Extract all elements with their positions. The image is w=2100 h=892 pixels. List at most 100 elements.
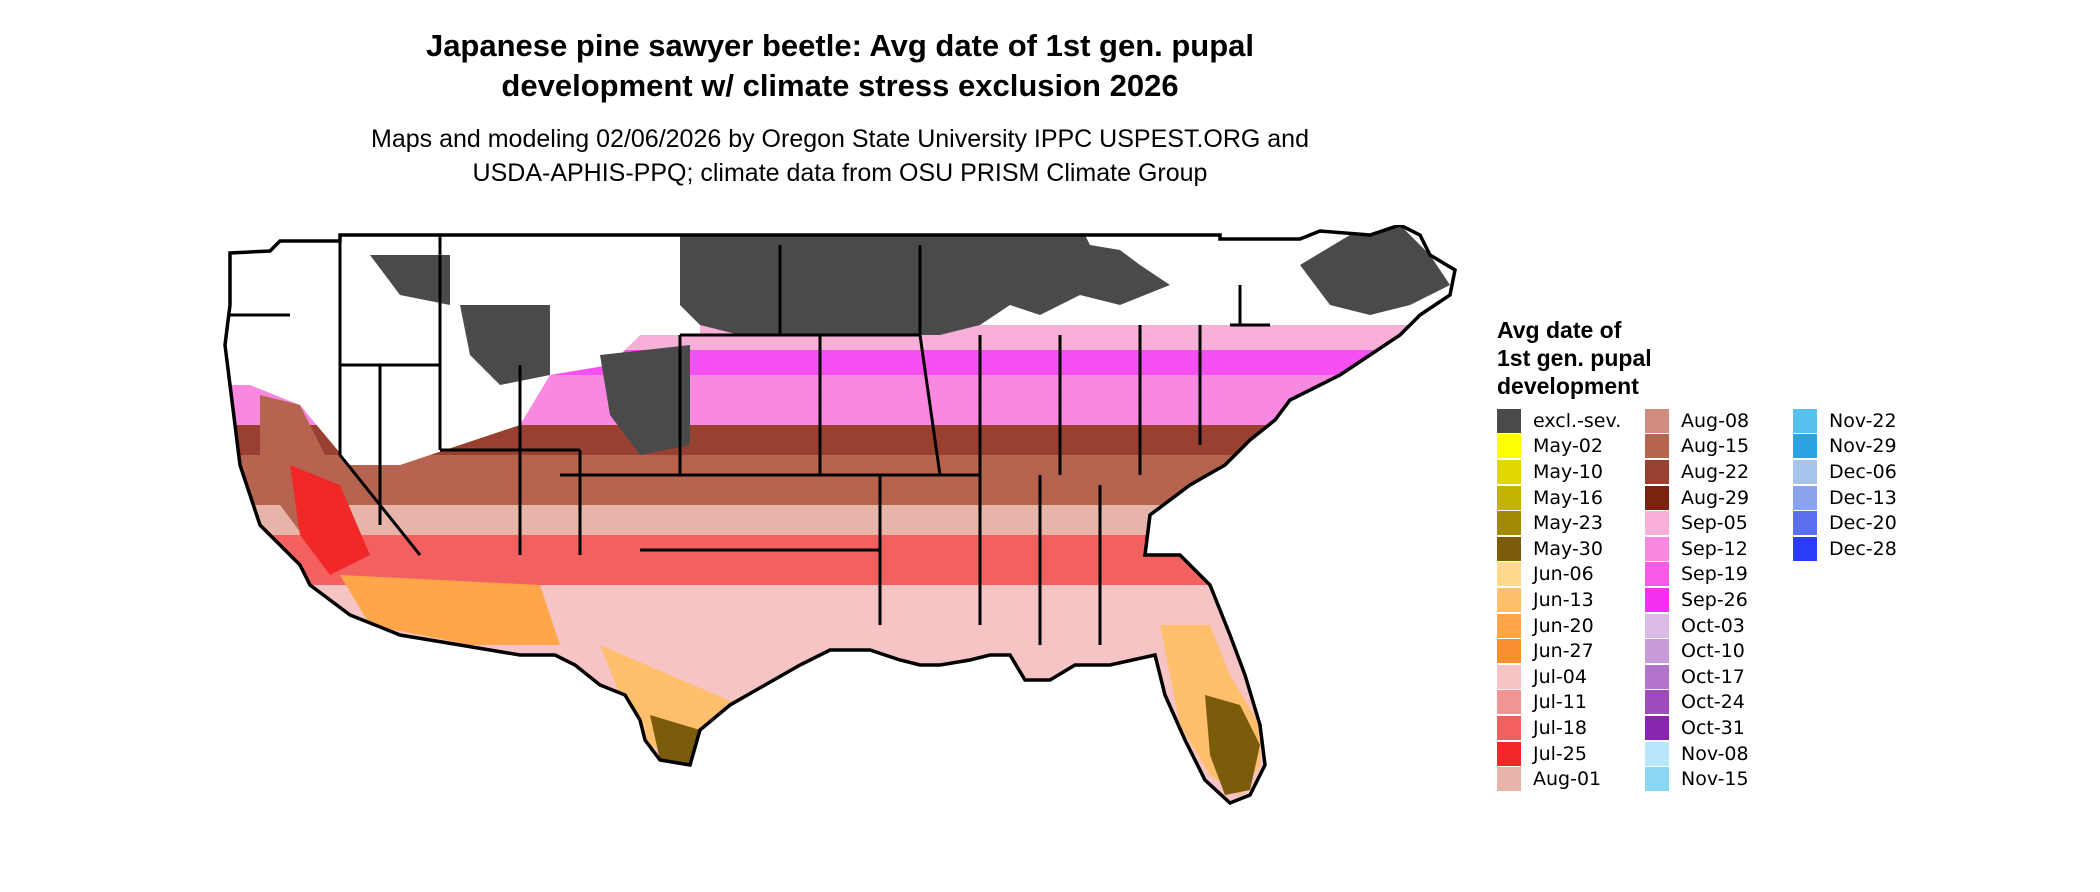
legend-label: Oct-10 [1681,640,1745,663]
map-fill-layer [225,225,1455,803]
map-subtitle-line-1: Maps and modeling 02/06/2026 by Oregon S… [371,125,1309,153]
legend-label: Nov-29 [1829,435,1897,458]
legend-swatch [1645,408,1669,433]
legend-swatch [1497,485,1521,510]
legend-label: Sep-05 [1681,512,1748,535]
legend-item: Aug-22 [1645,459,1749,485]
legend-item: Jul-25 [1497,741,1621,767]
legend-title: Avg date of 1st gen. pupal development [1497,316,1652,400]
map-title-line-2: development w/ climate stress exclusion … [501,68,1179,103]
legend-swatch [1645,613,1669,638]
legend-label: Jul-04 [1533,665,1587,688]
legend-item: excl.-sev. [1497,408,1621,434]
legend-column-1: excl.-sev. May-02 May-10 May-16 May-23 M… [1497,408,1621,792]
legend-label: Nov-15 [1681,768,1749,791]
legend-swatch [1497,587,1521,612]
map-subtitle: Maps and modeling 02/06/2026 by Oregon S… [240,122,1440,190]
legend-title-line-2: 1st gen. pupal [1497,345,1652,371]
legend-item: Jun-20 [1497,613,1621,639]
legend-item: May-10 [1497,459,1621,485]
legend-swatch [1497,690,1521,715]
legend-swatch [1793,485,1817,510]
legend-swatch [1793,511,1817,536]
legend-item: Aug-01 [1497,766,1621,792]
legend-label: Sep-19 [1681,563,1748,586]
legend-item: Oct-03 [1645,613,1749,639]
legend-swatch [1645,639,1669,664]
legend-swatch [1497,408,1521,433]
legend-item: Aug-15 [1645,434,1749,460]
legend-item: Dec-28 [1793,536,1897,562]
map-subtitle-line-2: USDA-APHIS-PPQ; climate data from OSU PR… [472,159,1208,187]
legend-swatch [1645,690,1669,715]
legend-item: Dec-06 [1793,459,1897,485]
legend-item: May-23 [1497,510,1621,536]
legend-label: May-30 [1533,537,1603,560]
legend-label: May-02 [1533,435,1603,458]
legend-item: Nov-15 [1645,766,1749,792]
legend-swatch [1793,434,1817,459]
us-map [223,225,1457,805]
legend-label: Jun-13 [1533,588,1594,611]
legend-label: Aug-15 [1681,435,1750,458]
legend-swatch [1645,664,1669,689]
legend-item: Dec-20 [1793,510,1897,536]
legend-item: Nov-29 [1793,434,1897,460]
legend-item: Oct-10 [1645,638,1749,664]
legend-label: Nov-08 [1681,742,1749,765]
legend-swatch [1497,715,1521,740]
legend-label: Aug-22 [1681,460,1750,483]
legend-item: Nov-08 [1645,741,1749,767]
legend-title-line-3: development [1497,373,1639,399]
legend-column-3: Nov-22 Nov-29 Dec-06 Dec-13 Dec-20 Dec-2… [1793,408,1897,562]
map-title-line-1: Japanese pine sawyer beetle: Avg date of… [425,28,1255,63]
legend-swatch [1645,459,1669,484]
legend-item: Sep-26 [1645,587,1749,613]
legend-item: May-02 [1497,434,1621,460]
legend-item: Sep-12 [1645,536,1749,562]
legend-swatch [1497,639,1521,664]
legend-swatch [1793,536,1817,561]
legend-label: Jul-25 [1533,742,1587,765]
legend-swatch [1497,536,1521,561]
legend-swatch [1497,767,1521,792]
legend-swatch [1645,715,1669,740]
legend-item: Aug-08 [1645,408,1749,434]
legend-swatch [1497,741,1521,766]
legend-label: Jun-20 [1533,614,1594,637]
legend-label: May-16 [1533,486,1603,509]
legend-label: excl.-sev. [1533,409,1622,432]
legend-item: May-16 [1497,485,1621,511]
legend-label: Dec-06 [1829,460,1897,483]
legend-swatch [1645,434,1669,459]
legend-item: Nov-22 [1793,408,1897,434]
legend-item: Jun-06 [1497,562,1621,588]
legend-swatch [1497,434,1521,459]
legend-label: Aug-29 [1681,486,1750,509]
legend-label: Jul-18 [1533,716,1587,739]
legend-swatch [1793,459,1817,484]
legend-column-2: Aug-08 Aug-15 Aug-22 Aug-29 Sep-05 Sep-1… [1645,408,1749,792]
legend-label: May-10 [1533,460,1603,483]
legend-label: Jun-27 [1533,640,1594,663]
legend-swatch [1645,587,1669,612]
legend-swatch [1645,536,1669,561]
legend-item: Jul-11 [1497,690,1621,716]
legend-label: Oct-24 [1681,691,1745,714]
legend-swatch [1497,459,1521,484]
legend-swatch [1497,664,1521,689]
legend-label: Dec-28 [1829,537,1897,560]
legend-label: Sep-12 [1681,537,1748,560]
legend-item: Oct-24 [1645,690,1749,716]
legend-item: Jul-04 [1497,664,1621,690]
legend-item: Oct-31 [1645,715,1749,741]
legend-item: Jul-18 [1497,715,1621,741]
legend-swatch [1645,562,1669,587]
legend-item: Aug-29 [1645,485,1749,511]
state-boundaries [230,235,1270,645]
legend-swatch [1793,408,1817,433]
legend-label: Oct-17 [1681,665,1745,688]
legend-swatch [1645,767,1669,792]
legend-title-line-1: Avg date of [1497,317,1622,343]
legend-swatch [1645,511,1669,536]
